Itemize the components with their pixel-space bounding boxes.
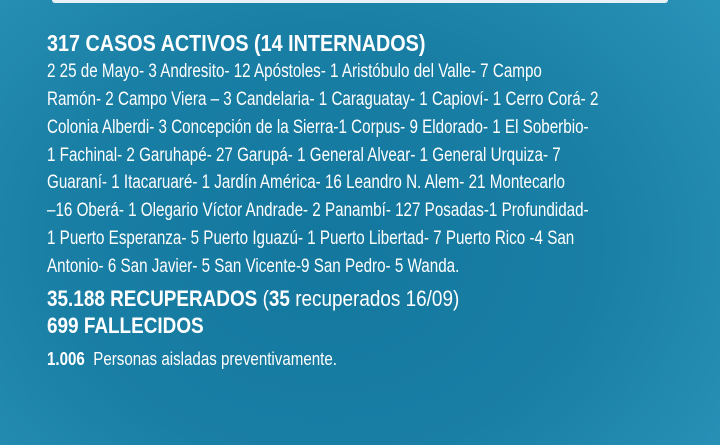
recovered-daily-text: recuperados 16/09) (289, 286, 460, 311)
locality-line: –16 Oberá- 1 Olegario Víctor Andrade- 2 … (47, 200, 589, 221)
top-card-edge (52, 0, 668, 3)
isolated-line: 1.006 Personas aisladas preventivamente. (47, 349, 337, 370)
locality-line: Antonio- 6 San Javier- 5 San Vicente-9 S… (47, 256, 460, 277)
active-cases-heading: 317 CASOS ACTIVOS (14 INTERNADOS) (47, 30, 426, 56)
recovered-paren: ( (257, 286, 269, 311)
locality-line: 1 Puerto Esperanza- 5 Puerto Iguazú- 1 P… (47, 228, 575, 249)
recovered-daily-number: 35 (268, 286, 290, 311)
isolated-text: Personas aisladas preventivamente. (84, 349, 337, 369)
locality-line: Guaraní- 1 Itacaruaré- 1 Jardín América-… (47, 172, 565, 193)
recovered-total: 35.188 RECUPERADOS (47, 286, 258, 311)
isolated-number: 1.006 (47, 349, 85, 369)
recovered-line: 35.188 RECUPERADOS (35 recuperados 16/09… (47, 286, 459, 312)
deaths-line: 699 FALLECIDOS (47, 313, 204, 338)
locality-line: Colonia Alberdi- 3 Concepción de la Sier… (47, 117, 589, 138)
locality-line: 1 Fachinal- 2 Garuhapé- 27 Garupá- 1 Gen… (47, 145, 561, 166)
locality-line: Ramón- 2 Campo Viera – 3 Candelaria- 1 C… (47, 89, 599, 110)
locality-line: 2 25 de Mayo- 3 Andresito- 12 Apóstoles-… (47, 61, 542, 82)
